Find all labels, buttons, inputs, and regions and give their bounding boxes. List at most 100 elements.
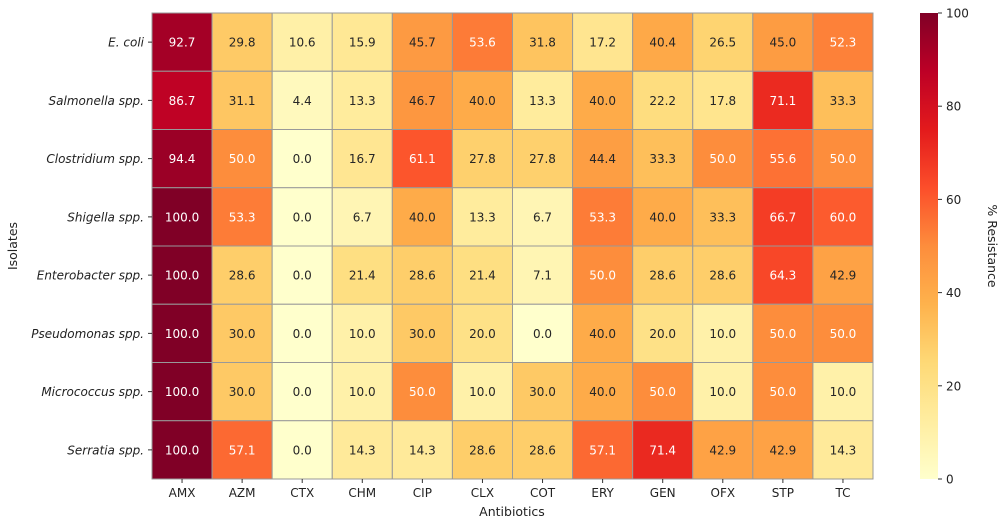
heatmap-cell: [271, 245, 333, 305]
heatmap-cell: [512, 70, 574, 130]
heatmap-cell: [572, 12, 634, 72]
heatmap-cell: [752, 187, 814, 247]
heatmap-cell: [752, 420, 814, 480]
colorbar-tick-label: 40: [946, 286, 961, 300]
heatmap-cell: [271, 187, 333, 247]
heatmap-cell: [391, 362, 453, 422]
cell-value-label: 10.0: [709, 327, 736, 341]
heatmap-cell: [512, 303, 574, 363]
y-axis-label: Isolates: [5, 222, 20, 270]
heatmap-cell: [151, 420, 213, 480]
x-axis-label: Antibiotics: [479, 504, 545, 519]
colorbar-ticks: 0 20 40 60 80 100: [938, 7, 969, 487]
cell-value-label: 71.1: [770, 94, 797, 108]
cell-value-label: 0.0: [293, 152, 312, 166]
cell-value-label: 100.0: [165, 210, 199, 224]
x-tick-label: OFX: [711, 486, 736, 500]
cell-value-label: 64.3: [770, 269, 797, 283]
heatmap-cell: [451, 303, 513, 363]
cell-value-label: 50.0: [830, 327, 857, 341]
cell-value-label: 40.0: [589, 327, 616, 341]
cell-value-label: 7.1: [533, 269, 552, 283]
cell-value-label: 20.0: [469, 327, 496, 341]
cell-value-label: 15.9: [349, 36, 376, 50]
heatmap-cell: [391, 129, 453, 189]
heatmap-cell: [512, 420, 574, 480]
cell-value-label: 0.0: [533, 327, 552, 341]
x-tick-label: CLX: [471, 486, 494, 500]
cell-value-label: 86.7: [169, 94, 196, 108]
heatmap-cell: [451, 12, 513, 72]
cell-value-label: 17.8: [709, 94, 736, 108]
heatmap-cell: [211, 362, 273, 422]
colorbar-tick-label: 0: [946, 473, 954, 487]
cell-value-label: 55.6: [770, 152, 797, 166]
cell-value-label: 45.7: [409, 36, 436, 50]
heatmap-cell: [391, 70, 453, 130]
heatmap-cell: [632, 70, 694, 130]
cell-value-label: 31.8: [529, 36, 556, 50]
heatmap-cell: [572, 70, 634, 130]
cell-value-label: 33.3: [830, 94, 857, 108]
heatmap-cell: [692, 12, 754, 72]
cell-value-label: 100.0: [165, 385, 199, 399]
colorbar-tick-label: 60: [946, 193, 961, 207]
heatmap-cell: [451, 245, 513, 305]
cell-value-label: 13.3: [349, 94, 376, 108]
cell-value-label: 27.8: [469, 152, 496, 166]
x-tick-label: TC: [834, 486, 850, 500]
cell-value-label: 53.3: [229, 210, 256, 224]
heatmap-cell: [151, 245, 213, 305]
cell-value-label: 28.6: [469, 443, 496, 457]
cell-value-label: 28.6: [649, 269, 676, 283]
heatmap-cell: [632, 303, 694, 363]
cell-value-label: 40.0: [589, 385, 616, 399]
cell-value-label: 30.0: [409, 327, 436, 341]
heatmap-cell: [271, 129, 333, 189]
y-tick-label: Pseudomonas spp.: [31, 327, 144, 341]
heatmap-cell: [692, 303, 754, 363]
heatmap-cell: [692, 187, 754, 247]
heatmap-cell: [271, 420, 333, 480]
cell-value-label: 92.7: [169, 36, 196, 50]
cell-value-label: 33.3: [649, 152, 676, 166]
cell-value-label: 17.2: [589, 36, 616, 50]
heatmap-cell: [812, 70, 874, 130]
cell-value-label: 40.0: [469, 94, 496, 108]
cell-value-label: 42.9: [709, 443, 736, 457]
cell-value-label: 28.6: [229, 269, 256, 283]
x-tick-label: ERY: [591, 486, 614, 500]
heatmap-cell: [812, 420, 874, 480]
cell-value-label: 40.0: [589, 94, 616, 108]
heatmap-cells: 92.7 29.8 10.6 15.9 45.7 53.6 31.8 17.2 40.4 26.5…: [151, 12, 874, 480]
heatmap-cell: [812, 187, 874, 247]
y-tick-label: Enterobacter spp.: [37, 269, 144, 283]
cell-value-label: 10.0: [709, 385, 736, 399]
cell-value-label: 61.1: [409, 152, 436, 166]
heatmap-cell: [211, 245, 273, 305]
heatmap-cell: [812, 129, 874, 189]
cell-value-label: 6.7: [533, 210, 552, 224]
cell-value-label: 30.0: [229, 327, 256, 341]
cell-value-label: 50.0: [770, 327, 797, 341]
heatmap-cell: [331, 303, 393, 363]
heatmap-cell: [632, 187, 694, 247]
x-tick-labels: AMX AZM CTX CHM CIP CLX COT ERY GEN OFX STP TC: [169, 479, 850, 500]
heatmap-cell: [451, 70, 513, 130]
heatmap-cell: [632, 362, 694, 422]
x-tick-label: CHM: [348, 486, 376, 500]
heatmap-cell: [692, 420, 754, 480]
colorbar-tick-label: 20: [946, 379, 961, 393]
cell-value-label: 0.0: [293, 269, 312, 283]
heatmap-cell: [752, 245, 814, 305]
cell-value-label: 30.0: [229, 385, 256, 399]
x-tick-label: GEN: [650, 486, 676, 500]
heatmap-cell: [812, 362, 874, 422]
cell-value-label: 21.4: [469, 269, 496, 283]
cell-value-label: 66.7: [770, 210, 797, 224]
heatmap-cell: [391, 420, 453, 480]
cell-value-label: 71.4: [649, 443, 676, 457]
cell-value-label: 42.9: [830, 269, 857, 283]
heatmap-cell: [451, 362, 513, 422]
cell-value-label: 60.0: [830, 210, 857, 224]
